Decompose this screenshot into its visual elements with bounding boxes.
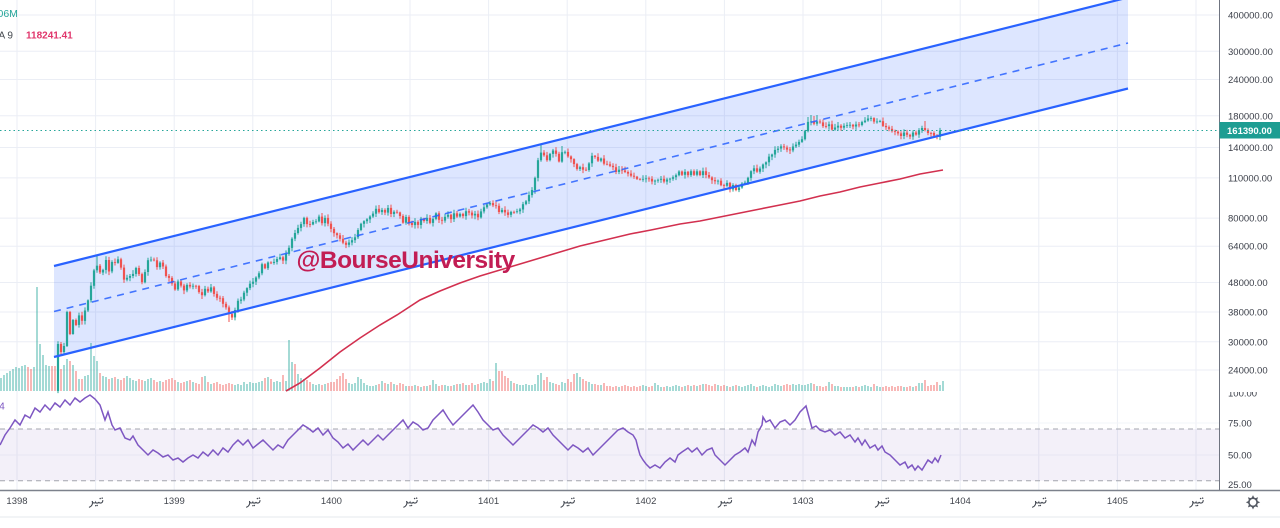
svg-text:80000.00: 80000.00 <box>1228 214 1268 225</box>
svg-text:180000.00: 180000.00 <box>1228 111 1273 122</box>
svg-text:110000.00: 110000.00 <box>1228 173 1272 184</box>
svg-text:48000.00: 48000.00 <box>1228 278 1268 289</box>
svg-text:75.00: 75.00 <box>1228 419 1252 430</box>
svg-text:06M: 06M <box>0 8 18 20</box>
svg-text:1398: 1398 <box>6 496 27 507</box>
svg-text:240000.00: 240000.00 <box>1228 75 1273 86</box>
svg-text:140000.00: 140000.00 <box>1228 143 1273 154</box>
svg-text:1400: 1400 <box>321 496 342 507</box>
svg-text:1401: 1401 <box>478 496 499 507</box>
svg-text:118241.41: 118241.41 <box>26 31 73 42</box>
svg-text:300000.00: 300000.00 <box>1228 47 1273 58</box>
svg-text:100.00: 100.00 <box>1228 389 1257 400</box>
svg-text:1404: 1404 <box>950 496 971 507</box>
svg-text:A 9: A 9 <box>0 31 13 42</box>
svg-text:38000.00: 38000.00 <box>1228 308 1268 319</box>
svg-text:50.00: 50.00 <box>1228 451 1252 462</box>
svg-text:1403: 1403 <box>792 496 813 507</box>
svg-text:1405: 1405 <box>1107 496 1128 507</box>
svg-text:400000.00: 400000.00 <box>1228 11 1273 22</box>
svg-text:30000.00: 30000.00 <box>1228 337 1268 348</box>
svg-text:1399: 1399 <box>164 496 185 507</box>
svg-text:@BourseUniversity: @BourseUniversity <box>297 247 516 274</box>
svg-text:64000.00: 64000.00 <box>1228 242 1268 253</box>
svg-text:1402: 1402 <box>635 496 656 507</box>
svg-text:24000.00: 24000.00 <box>1228 366 1268 377</box>
svg-text:25.00: 25.00 <box>1228 480 1252 491</box>
svg-text:161390.00: 161390.00 <box>1227 126 1272 137</box>
svg-text:4: 4 <box>0 401 5 413</box>
